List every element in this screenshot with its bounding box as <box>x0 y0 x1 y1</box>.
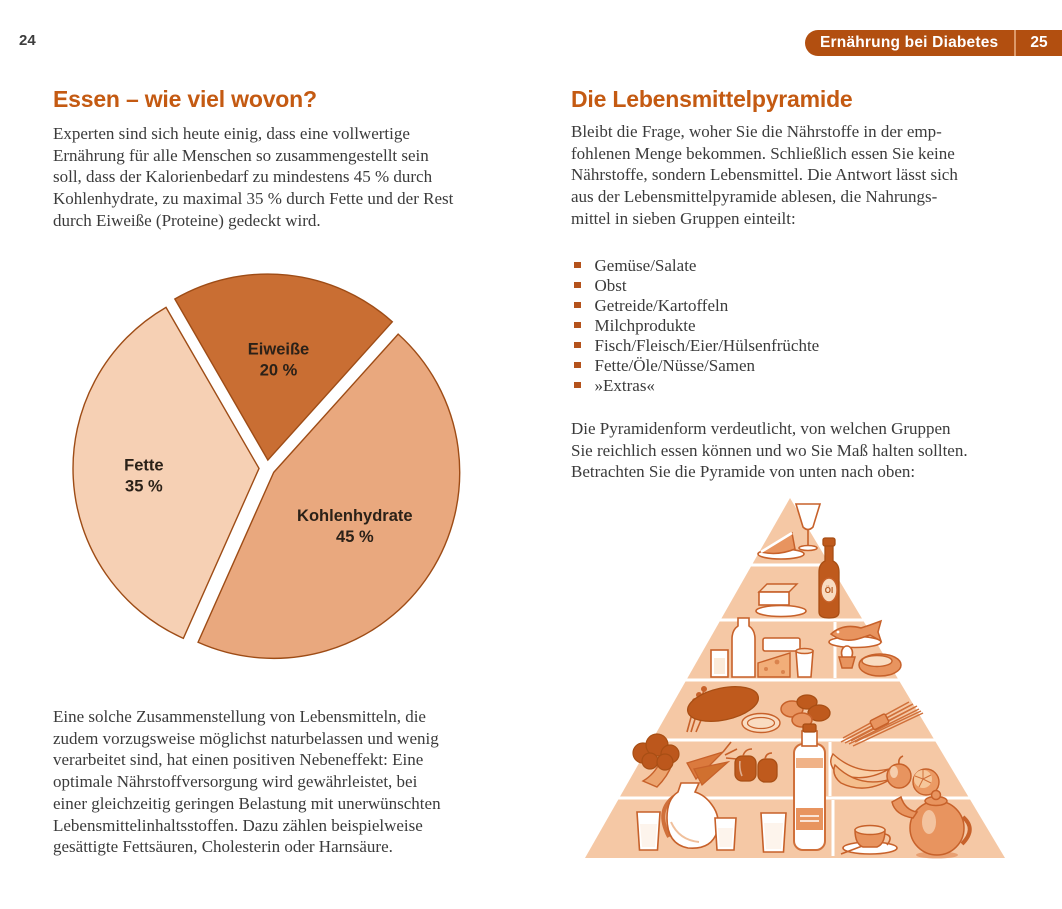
apple-icon <box>886 763 912 789</box>
fish-icon <box>829 619 883 643</box>
macronutrient-pie-chart: Eiweiße 20 % Kohlenhydrate 45 % Fette 35 % <box>72 273 461 660</box>
food-group-item: Gemüse/Salate <box>574 256 1004 276</box>
food-group-item: Getreide/Kartoffeln <box>574 296 1004 316</box>
teacup-icon <box>840 824 898 855</box>
pie-slice <box>173 273 394 462</box>
left-paragraph-1: Experten sind sich heute einig, dass ein… <box>53 124 454 230</box>
bullet-square-icon <box>574 341 581 348</box>
food-group-item: Obst <box>574 276 1004 296</box>
banana-icon <box>833 763 892 789</box>
mineral-water-bottle-icon <box>793 723 826 851</box>
peppers-icon <box>734 748 778 783</box>
pie-slice-label: Fette <box>124 456 163 474</box>
left-paragraph-2: Eine solche Zusammenstellung von Lebensm… <box>53 707 441 857</box>
food-group-label: Fisch/Fleisch/Eier/Hülsenfrüchte <box>594 336 820 355</box>
pie-slice <box>72 306 260 640</box>
bullet-square-icon <box>574 301 581 308</box>
cake-slice-icon <box>759 531 796 555</box>
teapot-icon <box>891 789 972 859</box>
carrots-icon <box>686 741 738 787</box>
food-group-label: Milchprodukte <box>594 316 696 335</box>
bullet-square-icon <box>574 381 581 388</box>
food-group-label: »Extras« <box>594 376 655 395</box>
yogurt-cup-icon <box>795 650 814 678</box>
food-group-label: Gemüse/Salate <box>594 256 697 275</box>
pie-slice-value: 20 % <box>260 361 298 379</box>
food-group-item: »Extras« <box>574 376 1004 396</box>
food-group-label: Obst <box>594 276 627 295</box>
chapter-title: Ernährung bei Diabetes <box>820 34 999 51</box>
dairy-tier-icons <box>710 617 814 678</box>
bullet-square-icon <box>574 261 581 268</box>
oil-bottle-icon: Öl <box>818 537 840 619</box>
milk-bottle-icon <box>731 617 756 678</box>
right-paragraph-1: Bleibt die Frage, woher Sie die Nährstof… <box>571 122 958 228</box>
vegetables-tier-icons <box>632 733 778 788</box>
pie-slice-value: 45 % <box>336 528 374 546</box>
food-group-label: Getreide/Kartoffeln <box>594 296 729 315</box>
fats-tier-icons: Öl <box>755 537 840 619</box>
butter-pack-icon <box>762 637 801 652</box>
food-group-label: Fette/Öle/Nüsse/Samen <box>594 356 756 375</box>
banana-icon <box>830 752 890 779</box>
left-heading: Essen – wie viel wovon? <box>53 86 317 112</box>
beverages-tier-icons <box>636 723 972 859</box>
food-group-item: Milchprodukte <box>574 316 1004 336</box>
milk-level <box>714 658 725 674</box>
butter-plate-icon <box>755 604 807 618</box>
bread-loaf-icon <box>686 686 760 722</box>
food-group-item: Fette/Öle/Nüsse/Samen <box>574 356 1004 376</box>
food-pyramid-illustration: Öl <box>585 498 1005 859</box>
pie-slice-label: Eiweiße <box>248 340 309 358</box>
food-group-list: Gemüse/Salate Obst Getreide/Kartoffeln Milc… <box>571 256 1004 396</box>
food-group-item: Fisch/Fleisch/Eier/Hülsenfrüchte <box>574 336 1004 356</box>
bread-slice-icon <box>741 712 781 734</box>
chapter-header-tab: Ernährung bei Diabetes 25 <box>805 30 1062 56</box>
milk-jug-icon <box>666 782 719 849</box>
extras-tier-icons <box>757 503 822 560</box>
bullet-square-icon <box>574 321 581 328</box>
orange-icon <box>912 768 940 796</box>
right-page-number: 25 <box>1030 34 1048 51</box>
egg-cup-icon <box>838 656 856 669</box>
right-heading: Die Lebensmittelpyramide <box>571 86 853 112</box>
fruit-tier-icons <box>830 752 940 796</box>
header-divider <box>1014 30 1016 56</box>
pie-slice <box>197 333 461 660</box>
pie-slice-label: Kohlenhydrate <box>297 507 413 525</box>
fish-meat-tier-icons <box>828 619 902 677</box>
right-paragraph-2: Die Pyramidenform verdeutlicht, von welc… <box>571 419 968 482</box>
pie-slice-value: 35 % <box>125 477 163 495</box>
oil-bottle-label: Öl <box>825 586 833 595</box>
broccoli-icon <box>632 733 680 771</box>
bullet-square-icon <box>574 281 581 288</box>
bullet-square-icon <box>574 361 581 368</box>
left-page-number: 24 <box>19 32 36 49</box>
